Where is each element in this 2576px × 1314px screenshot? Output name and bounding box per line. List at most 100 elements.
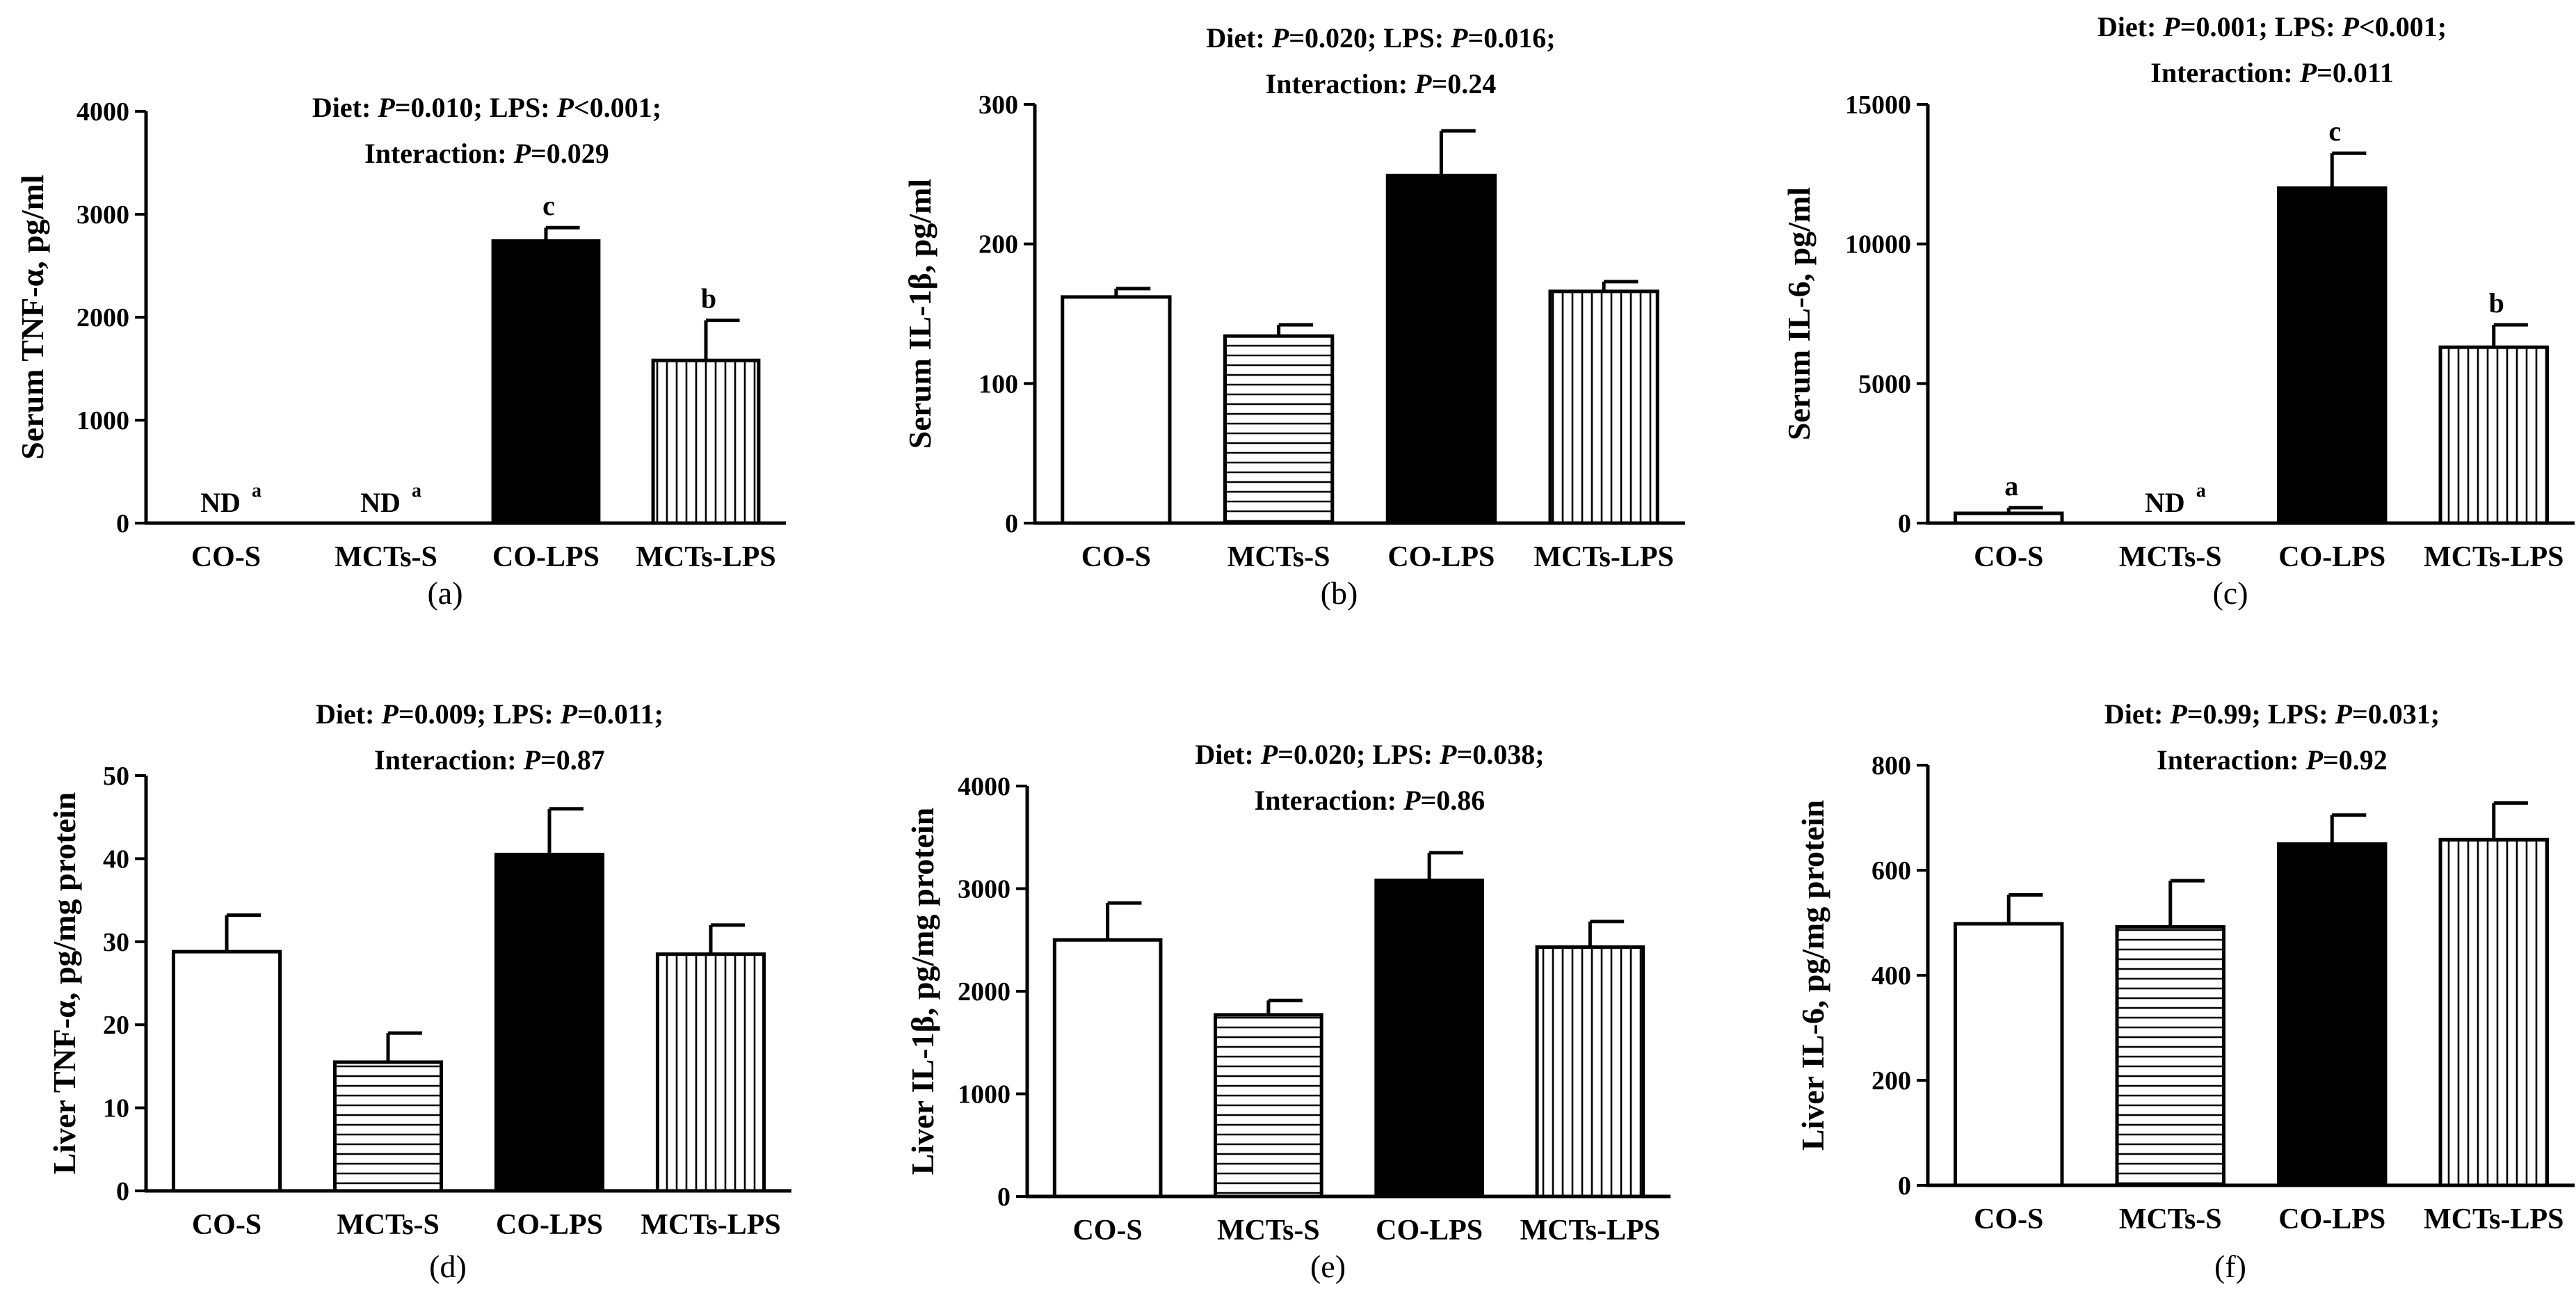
stats-line-1: Diet: P=0.020; LPS: P=0.038; [1195, 739, 1544, 770]
stats-line-2: Interaction: P=0.24 [1266, 68, 1497, 99]
stats-text-segment: =0.011; [577, 698, 663, 730]
stats-text-segment: P [2169, 698, 2187, 730]
x-tick-label: CO-S [1081, 541, 1151, 573]
stats-text-segment: Diet: [316, 698, 381, 730]
stats-line-2: Interaction: P=0.029 [364, 138, 609, 169]
bar-co-s [1052, 938, 1163, 1199]
stats-text-segment: Diet: [2104, 698, 2170, 730]
stats-text-segment: P [2342, 11, 2360, 42]
y-tick-label: 3000 [77, 200, 129, 230]
x-tick-label: MCTs-S [2119, 541, 2222, 573]
y-tick-label: 50 [103, 762, 129, 791]
panel-label: (b) [1321, 575, 1358, 611]
stats-text-segment: Diet: [1206, 22, 1271, 54]
bar-mcts-lps [2438, 838, 2549, 1187]
x-tick-label: CO-LPS [496, 1209, 603, 1241]
y-tick-label: 0 [116, 1177, 129, 1206]
y-axis-label: Liver TNF-α, pg/mg protein [47, 792, 82, 1175]
stats-text-segment: P [1439, 739, 1457, 770]
y-tick-label: 1000 [77, 406, 129, 435]
y-axis-label: Liver IL-1β, pg/mg protein [905, 808, 940, 1176]
stats-text-segment: =0.92 [2323, 744, 2388, 776]
stats-text-segment: P [2305, 744, 2324, 776]
bar-mcts-lps [655, 952, 766, 1193]
x-tick-label: MCTs-S [1227, 541, 1330, 573]
bar-mcts-s [1214, 1013, 1323, 1199]
stats-text-segment: P [1450, 22, 1468, 54]
y-axis-label: Serum IL-6, pg/ml [1781, 187, 1817, 440]
stats-text-segment: =0.031; [2352, 698, 2440, 730]
y-tick-label: 2000 [77, 303, 129, 332]
y-tick-label: 0 [116, 509, 129, 538]
bar-mcts-lps [1548, 289, 1659, 525]
stats-text-segment: P [2162, 11, 2180, 42]
x-tick-label: CO-LPS [2278, 1203, 2385, 1235]
x-tick-label: MCTs-LPS [2424, 541, 2564, 573]
significance-letter: a [2196, 480, 2206, 502]
y-tick-label: 4000 [77, 97, 129, 127]
bar-co-lps [1385, 173, 1497, 525]
stats-text-segment: Interaction: [2150, 57, 2299, 88]
panel-label: (c) [2212, 575, 2248, 611]
x-tick-label: MCTs-LPS [641, 1209, 781, 1241]
stats-text-segment: Diet: [2098, 11, 2163, 42]
y-tick-label: 10000 [1845, 230, 1911, 259]
chart-panel-4: 0 10 20 30 40 50 Liver TNF-α, pg/mg protein Die… [47, 698, 791, 1284]
chart-panel-1: 0 1000 2000 3000 4000 Serum TNF-α, pg/ml Diet:… [15, 92, 786, 611]
significance-letter: c [542, 190, 555, 221]
stats-line-2: Interaction: P=0.011 [2150, 57, 2393, 88]
stats-text-segment: =0.009; LPS: [399, 698, 561, 730]
stats-text-segment: =0.020; LPS: [1278, 739, 1440, 770]
stats-text-segment: P [1271, 22, 1289, 54]
stats-text-segment: Interaction: [1266, 68, 1415, 99]
stats-text-segment: <0.001; [2359, 11, 2447, 42]
y-tick-label: 300 [979, 90, 1018, 120]
stats-line-1: Diet: P=0.001; LPS: P<0.001; [2098, 11, 2447, 42]
stats-text-segment: Interaction: [364, 138, 513, 169]
panel-label: (a) [427, 575, 462, 611]
stats-line-1: Diet: P=0.020; LPS: P=0.016; [1206, 22, 1555, 54]
bar-co-lps [2277, 186, 2388, 525]
y-tick-label: 1000 [958, 1080, 1011, 1109]
y-tick-label: 15000 [1845, 90, 1911, 120]
x-tick-label: CO-S [192, 1209, 261, 1241]
stats-line-2: Interaction: P=0.87 [374, 744, 605, 776]
chart-panel-5: 0 1000 2000 3000 4000 Liver IL-1β, pg/mg prot… [905, 739, 1671, 1284]
stats-text-segment: P [2299, 57, 2317, 88]
stats-text-segment: P [380, 698, 399, 730]
y-tick-label: 100 [979, 369, 1018, 399]
stats-text-segment: P [1414, 68, 1432, 99]
stats-line-2: Interaction: P=0.86 [1255, 785, 1486, 816]
stats-text-segment: <0.001; [574, 92, 661, 123]
y-tick-label: 0 [1005, 509, 1018, 538]
bar-mcts-s [2115, 925, 2225, 1187]
x-tick-label: MCTs-S [2119, 1203, 2222, 1235]
stats-text-segment: =0.038; [1456, 739, 1544, 770]
x-tick-label: CO-S [1974, 1203, 2043, 1235]
significance-letter: c [2328, 115, 2341, 147]
stats-line-1: Diet: P=0.010; LPS: P<0.001; [312, 92, 661, 123]
panel-label: (e) [1310, 1249, 1346, 1284]
x-tick-label: MCTs-LPS [2424, 1203, 2564, 1235]
stats-text-segment: P [1403, 785, 1421, 816]
stats-text-segment: Diet: [1195, 739, 1260, 770]
y-tick-label: 4000 [958, 772, 1011, 801]
x-tick-label: CO-LPS [1387, 541, 1495, 573]
y-tick-label: 40 [103, 844, 129, 874]
y-axis-label: Liver IL-6, pg/mg protein [1795, 800, 1830, 1151]
stats-text-segment: =0.87 [540, 744, 605, 776]
y-tick-label: 30 [103, 928, 129, 957]
bar-mcts-lps [1535, 945, 1645, 1199]
x-tick-label: MCTs-LPS [1520, 1215, 1661, 1247]
y-tick-label: 10 [103, 1094, 129, 1123]
stats-text-segment: =0.001; LPS: [2180, 11, 2342, 42]
y-tick-label: 200 [1871, 1066, 1911, 1096]
significance-letter: a [252, 480, 261, 502]
significance-letter: a [412, 480, 421, 502]
stats-text-segment: =0.020; LPS: [1289, 22, 1451, 54]
x-tick-label: CO-LPS [2278, 541, 2385, 573]
stats-text-segment: P [377, 92, 395, 123]
stats-text-segment: =0.86 [1421, 785, 1486, 816]
